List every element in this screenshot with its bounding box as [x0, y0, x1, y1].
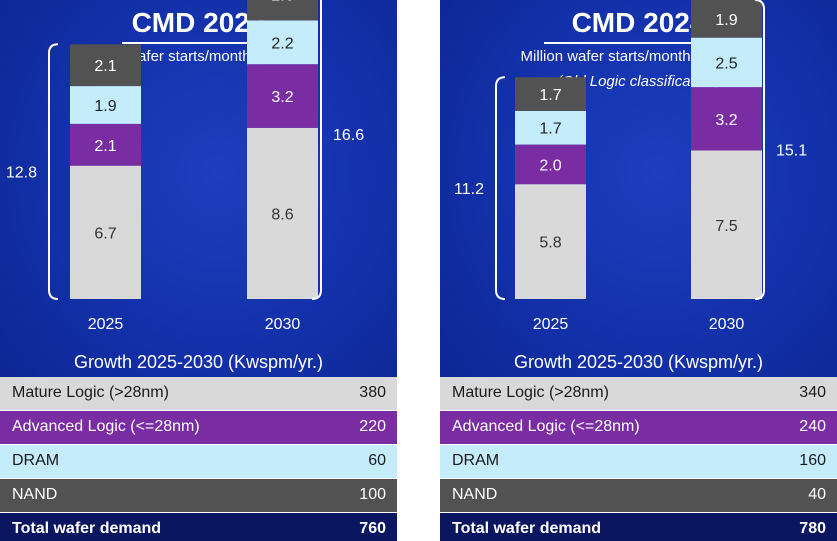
growth-label: Advanced Logic (<=28nm) [12, 418, 200, 435]
growth-label: Total wafer demand [452, 520, 602, 537]
growth-label: NAND [452, 486, 498, 503]
bar-segment-nand [515, 77, 586, 111]
bar-segment-label: 2.5 [715, 55, 737, 72]
bar-segment-dram [515, 110, 586, 145]
panel-title: CMD 2024 [571, 7, 706, 38]
bar-segment-label: 1.7 [539, 87, 561, 104]
growth-row-nand: NAND 100 [0, 479, 397, 513]
panel-title: CMD 2022 [131, 7, 266, 38]
bar-segment-label: 2.1 [94, 138, 116, 155]
growth-value: 240 [799, 418, 826, 435]
bar-segment-label: 3.2 [715, 112, 737, 129]
growth-value: 60 [368, 452, 386, 469]
growth-table: Mature Logic (>28nm) 340 Advanced Logic … [440, 377, 837, 541]
category-label: 2030 [265, 316, 301, 333]
bar-segment-label: 5.8 [539, 235, 561, 252]
bar-segment-nand [70, 44, 141, 87]
bar-segment-advanced-logic [691, 87, 762, 151]
growth-label: DRAM [452, 452, 500, 469]
growth-table: Mature Logic (>28nm) 380 Advanced Logic … [0, 377, 397, 541]
growth-row-total: Total wafer demand 780 [440, 513, 837, 541]
total-bracket [754, 0, 765, 300]
total-bracket [495, 76, 506, 300]
growth-value: 340 [799, 384, 826, 401]
bar-segment-label: 2.1 [94, 58, 116, 75]
panel-note: (Old Logic classification) [557, 73, 720, 90]
growth-row-advanced-logic: Advanced Logic (<=28nm) 240 [440, 411, 837, 445]
bar-segment-nand [691, 0, 762, 38]
category-label: 2025 [533, 316, 569, 333]
title-underline [122, 42, 274, 44]
growth-value: 220 [359, 418, 386, 435]
total-bracket [48, 43, 59, 300]
bar-segment-label: 2.0 [539, 157, 561, 174]
stacked-bar-chart: 6.7 2.1 1.9 2.1 8.6 3.2 2.2 2.6 2025 12.8 2030 16.6 [6, 0, 364, 333]
growth-value: 760 [359, 520, 386, 537]
growth-value: 380 [359, 384, 386, 401]
growth-value: 100 [359, 486, 386, 503]
bar-segment-advanced-logic [70, 123, 141, 166]
growth-label: Mature Logic (>28nm) [452, 384, 609, 401]
growth-value: 40 [808, 486, 826, 503]
bar-segment-nand [247, 0, 318, 21]
bar-segment-label: 2.6 [271, 0, 293, 5]
panel-cmd-2024: CMD 2024 Million wafer starts/month (Mws… [440, 0, 837, 541]
growth-value: 780 [799, 520, 826, 537]
growth-label: NAND [12, 486, 58, 503]
bars-group: 6.7 2.1 1.9 2.1 8.6 3.2 2.2 2.6 [70, 0, 318, 299]
bar-segment-label: 8.6 [271, 206, 293, 223]
growth-row-dram: DRAM 160 [440, 445, 837, 479]
growth-row-dram: DRAM 60 [0, 445, 397, 479]
growth-row-mature-logic: Mature Logic (>28nm) 380 [0, 377, 397, 411]
panel-cmd-2022: CMD 2022 Million wafer starts/month (Mws… [0, 0, 397, 541]
growth-row-mature-logic: Mature Logic (>28nm) 340 [440, 377, 837, 411]
growth-title: Growth 2025-2030 (Kwspm/yr.) [73, 352, 324, 372]
category-label: 2025 [88, 316, 124, 333]
growth-label: Advanced Logic (<=28nm) [452, 418, 640, 435]
bar-segment-dram [691, 37, 762, 88]
category-label: 2030 [709, 316, 745, 333]
total-label: 12.8 [6, 165, 37, 182]
bar-segment-label: 6.7 [94, 225, 116, 242]
bar-segment-label: 1.9 [715, 12, 737, 29]
total-label: 16.6 [333, 127, 364, 144]
total-bracket [311, 0, 322, 300]
total-label: 11.2 [454, 181, 484, 198]
bar-segment-advanced-logic [247, 64, 318, 128]
growth-label: DRAM [12, 452, 60, 469]
bar-segment-label: 7.5 [715, 218, 737, 235]
growth-label: Mature Logic (>28nm) [12, 384, 169, 401]
growth-title: Growth 2025-2030 (Kwspm/yr.) [513, 352, 764, 372]
growth-row-total: Total wafer demand 760 [0, 513, 397, 541]
stacked-bar-chart: 5.8 2.0 1.7 1.7 7.5 3.2 2.5 1.9 2025 11.2 2030 15.1 [454, 0, 807, 333]
bar-segment-advanced-logic [515, 144, 586, 185]
bar-segment-label: 2.2 [271, 35, 293, 52]
bar-segment-label: 3.2 [271, 89, 293, 106]
growth-row-nand: NAND 40 [440, 479, 837, 513]
bar-segment-label: 1.7 [539, 121, 561, 138]
total-label: 15.1 [776, 143, 807, 160]
bars-group: 5.8 2.0 1.7 1.7 7.5 3.2 2.5 1.9 [515, 0, 762, 299]
bar-segment-dram [70, 86, 141, 124]
bar-segment-mature-logic [247, 127, 318, 299]
growth-value: 160 [799, 452, 826, 469]
bar-segment-mature-logic [691, 150, 762, 299]
growth-label: Total wafer demand [12, 520, 162, 537]
bar-segment-mature-logic [70, 165, 141, 299]
title-underline [544, 42, 738, 44]
bar-segment-label: 1.9 [94, 98, 116, 115]
bar-segment-mature-logic [515, 184, 586, 299]
growth-row-advanced-logic: Advanced Logic (<=28nm) 220 [0, 411, 397, 445]
bar-segment-dram [247, 20, 318, 65]
